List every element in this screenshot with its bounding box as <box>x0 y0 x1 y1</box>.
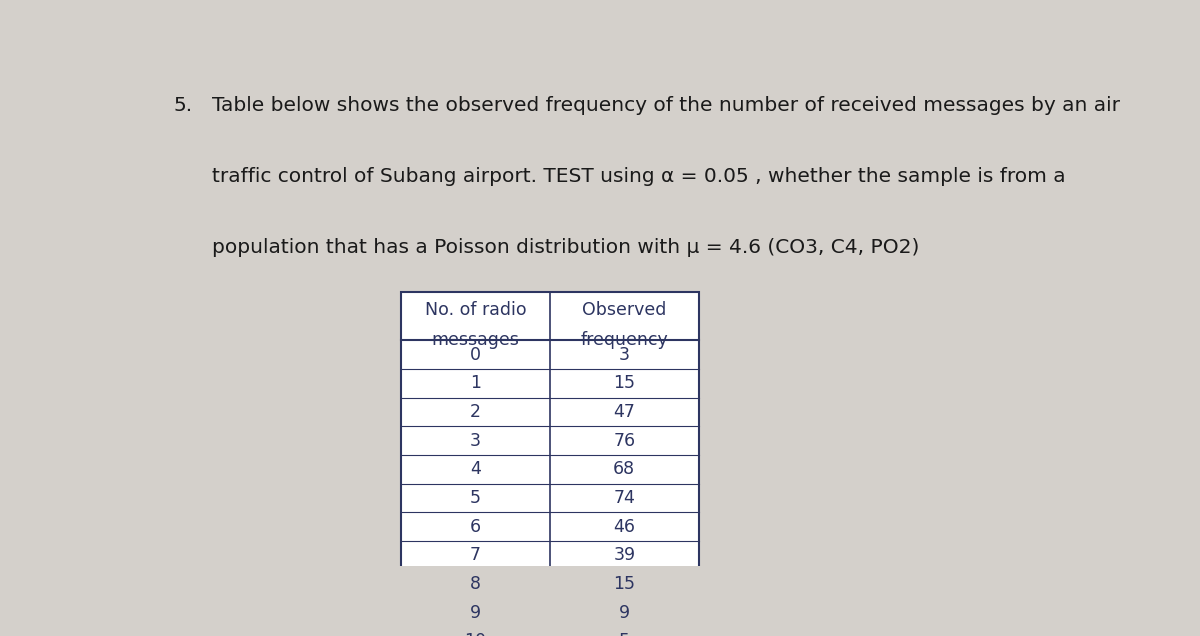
Text: 3: 3 <box>470 432 481 450</box>
Text: messages: messages <box>432 331 520 349</box>
Text: 5.: 5. <box>173 96 192 115</box>
Text: 1: 1 <box>470 375 481 392</box>
Text: population that has a Poisson distribution with μ = 4.6 (CO3, C4, PO2): population that has a Poisson distributi… <box>212 238 919 257</box>
Text: 10: 10 <box>464 632 486 636</box>
Text: 6: 6 <box>470 518 481 536</box>
Text: 47: 47 <box>613 403 635 421</box>
Text: 7: 7 <box>470 546 481 564</box>
Text: 74: 74 <box>613 489 635 507</box>
Text: 8: 8 <box>470 575 481 593</box>
Text: 46: 46 <box>613 518 635 536</box>
Text: 5: 5 <box>619 632 630 636</box>
Text: 68: 68 <box>613 460 635 478</box>
Text: 4: 4 <box>470 460 481 478</box>
Text: 2: 2 <box>470 403 481 421</box>
Text: 76: 76 <box>613 432 635 450</box>
Text: 3: 3 <box>619 346 630 364</box>
Text: 0: 0 <box>470 346 481 364</box>
Text: 9: 9 <box>619 604 630 621</box>
Text: No. of radio: No. of radio <box>425 301 527 319</box>
Text: 15: 15 <box>613 575 635 593</box>
Text: 5: 5 <box>470 489 481 507</box>
Text: 39: 39 <box>613 546 635 564</box>
Text: Table below shows the observed frequency of the number of received messages by a: Table below shows the observed frequency… <box>212 96 1121 115</box>
Text: 15: 15 <box>613 375 635 392</box>
Text: Observed: Observed <box>582 301 666 319</box>
Text: traffic control of Subang airport. TEST using α = 0.05 , whether the sample is f: traffic control of Subang airport. TEST … <box>212 167 1066 186</box>
Text: 9: 9 <box>470 604 481 621</box>
Text: frequency: frequency <box>581 331 668 349</box>
FancyBboxPatch shape <box>401 292 698 636</box>
